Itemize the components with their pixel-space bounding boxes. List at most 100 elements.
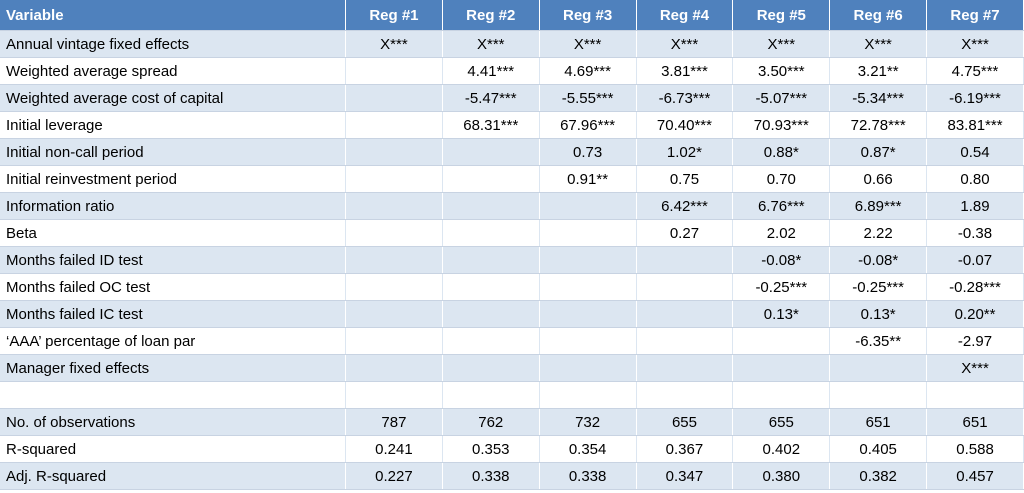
table-cell: 0.380: [732, 462, 831, 490]
row-label: ‘AAA’ percentage of loan par: [0, 327, 346, 355]
table-cell: 2.02: [732, 219, 831, 247]
header-cell: Variable: [0, 0, 346, 31]
table-cell: 1.89: [926, 192, 1024, 220]
table-cell: 83.81***: [926, 111, 1024, 139]
empty-cell: [345, 111, 443, 139]
row-label: Months failed ID test: [0, 246, 346, 274]
table-row: No. of observations 787 762 732 655 655 651 651: [0, 408, 1024, 436]
row-label: Months failed OC test: [0, 273, 346, 301]
table-cell: 0.73: [539, 138, 637, 166]
table-cell: 0.27: [636, 219, 734, 247]
table-row: Initial non-call period 0.73 1.02* 0.88* 0.8…: [0, 138, 1024, 166]
table-cell: 0.13*: [732, 300, 831, 328]
header-cell: Reg #6: [829, 0, 928, 31]
table-row: Beta 0.27 2.02 2.22 -0.38: [0, 219, 1024, 247]
empty-cell: [345, 219, 443, 247]
table-cell: 655: [636, 408, 734, 436]
empty-cell: [442, 138, 540, 166]
empty-cell: [442, 327, 540, 355]
table-cell: 787: [345, 408, 443, 436]
empty-cell: [732, 381, 831, 409]
empty-cell: [829, 381, 928, 409]
row-label: Annual vintage fixed effects: [0, 30, 346, 58]
table-cell: 0.382: [829, 462, 928, 490]
empty-cell: [442, 381, 540, 409]
table-cell: -2.97: [926, 327, 1024, 355]
table-cell: -0.08*: [829, 246, 928, 274]
empty-cell: [442, 300, 540, 328]
table-cell: 0.367: [636, 435, 734, 463]
header-cell: Reg #4: [636, 0, 734, 31]
table-cell: X***: [926, 354, 1024, 382]
table-cell: X***: [926, 30, 1024, 58]
empty-cell: [636, 246, 734, 274]
row-label: Weighted average spread: [0, 57, 346, 85]
table-row: Months failed IC test 0.13* 0.13* 0.20**: [0, 300, 1024, 328]
empty-cell: [636, 381, 734, 409]
header-cell: Reg #5: [732, 0, 831, 31]
table-row: Initial leverage 68.31*** 67.96*** 70.40***…: [0, 111, 1024, 139]
table-cell: -0.07: [926, 246, 1024, 274]
empty-cell: [345, 354, 443, 382]
empty-cell: [442, 192, 540, 220]
empty-cell: [539, 219, 637, 247]
empty-cell: [539, 192, 637, 220]
table-row: Information ratio 6.42*** 6.76*** 6.89*** 1.…: [0, 192, 1024, 220]
table-cell: -5.47***: [442, 84, 540, 112]
empty-cell: [345, 300, 443, 328]
empty-cell: [442, 219, 540, 247]
table-row: R-squared 0.241 0.353 0.354 0.367 0.402 0.405 0…: [0, 435, 1024, 463]
table-cell: 3.21**: [829, 57, 928, 85]
table-cell: 2.22: [829, 219, 928, 247]
empty-cell: [345, 57, 443, 85]
table-row: [0, 381, 1024, 409]
empty-cell: [636, 327, 734, 355]
header-cell: Reg #3: [539, 0, 637, 31]
empty-cell: [636, 300, 734, 328]
empty-cell: [345, 327, 443, 355]
empty-cell: [539, 381, 637, 409]
table-cell: -0.38: [926, 219, 1024, 247]
empty-cell: [442, 165, 540, 193]
header-cell: Reg #1: [345, 0, 443, 31]
table-cell: 0.405: [829, 435, 928, 463]
table-row: Adj. R-squared 0.227 0.338 0.338 0.347 0.380 0…: [0, 462, 1024, 490]
table-cell: 651: [926, 408, 1024, 436]
table-cell: 0.338: [442, 462, 540, 490]
table-cell: 6.89***: [829, 192, 928, 220]
table-cell: 0.88*: [732, 138, 831, 166]
table-cell: 0.54: [926, 138, 1024, 166]
table-cell: 0.347: [636, 462, 734, 490]
row-label: Beta: [0, 219, 346, 247]
empty-cell: [0, 381, 346, 409]
row-label: No. of observations: [0, 408, 346, 436]
table-cell: -6.19***: [926, 84, 1024, 112]
table-cell: 4.41***: [442, 57, 540, 85]
empty-cell: [636, 273, 734, 301]
table-cell: 0.80: [926, 165, 1024, 193]
table-cell: 762: [442, 408, 540, 436]
empty-cell: [926, 381, 1024, 409]
table-cell: 3.81***: [636, 57, 734, 85]
table-row: Months failed OC test -0.25*** -0.25*** -0.…: [0, 273, 1024, 301]
empty-cell: [442, 273, 540, 301]
table-cell: X***: [732, 30, 831, 58]
table-cell: -6.73***: [636, 84, 734, 112]
table-row: Weighted average spread 4.41*** 4.69*** 3.8…: [0, 57, 1024, 85]
empty-cell: [539, 327, 637, 355]
table-header: Variable Reg #1 Reg #2 Reg #3 Reg #4 Reg #5 Re…: [0, 0, 1024, 31]
table-row: Months failed ID test -0.08* -0.08* -0.07: [0, 246, 1024, 274]
table-cell: 3.50***: [732, 57, 831, 85]
table-cell: 4.69***: [539, 57, 637, 85]
table-cell: 0.20**: [926, 300, 1024, 328]
table-cell: 0.91**: [539, 165, 637, 193]
table-cell: 0.338: [539, 462, 637, 490]
table-cell: 0.13*: [829, 300, 928, 328]
row-label: Manager fixed effects: [0, 354, 346, 382]
table-row: Weighted average cost of capital -5.47***…: [0, 84, 1024, 112]
header-row: Variable Reg #1 Reg #2 Reg #3 Reg #4 Reg #5 Re…: [0, 0, 1024, 31]
table-cell: 0.402: [732, 435, 831, 463]
table-cell: 732: [539, 408, 637, 436]
row-label: Initial leverage: [0, 111, 346, 139]
